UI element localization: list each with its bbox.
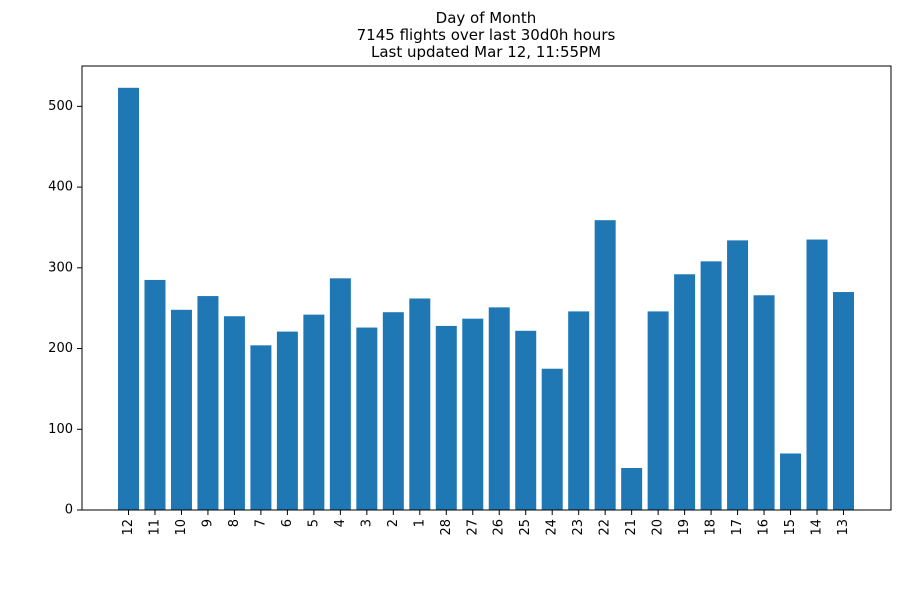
bar-day-11 <box>144 279 166 510</box>
x-axis: 12 11 10 9 8 7 6 5 4 3 2 1 28 27 26 25 24 23 22 21 20 19 18 17 1… <box>121 510 851 536</box>
x-tick-label: 10 <box>174 519 189 536</box>
bar-day-18 <box>700 261 722 510</box>
x-tick-label: 28 <box>439 519 454 536</box>
x-tick-label: 14 <box>810 519 825 536</box>
bar-day-9 <box>197 296 219 510</box>
bar-day-25 <box>515 330 537 510</box>
bar-day-2 <box>382 312 404 510</box>
bar-day-10 <box>170 309 192 510</box>
x-tick-label: 22 <box>598 519 613 536</box>
y-tick-label: 200 <box>48 341 73 356</box>
x-tick-label: 15 <box>783 519 798 536</box>
bar-day-13 <box>833 292 854 510</box>
x-tick-label: 3 <box>359 519 374 527</box>
bar-day-16 <box>753 295 775 510</box>
bar-day-20 <box>647 311 669 510</box>
x-tick-label: 13 <box>836 519 851 536</box>
bar-day-1 <box>409 298 431 510</box>
bar-day-28 <box>435 325 457 510</box>
x-tick-label: 8 <box>227 519 242 527</box>
bar-day-27 <box>462 318 484 510</box>
plot-frame <box>81 65 892 511</box>
y-tick-label: 500 <box>48 99 73 114</box>
x-tick-label: 19 <box>677 519 692 536</box>
x-tick-label: 6 <box>280 519 295 527</box>
bar-day-5 <box>303 314 325 510</box>
y-tick-label: 300 <box>48 260 73 275</box>
bar-day-17 <box>727 240 749 510</box>
bar-day-12 <box>118 87 139 511</box>
x-tick-label: 12 <box>121 519 136 536</box>
bar-day-8 <box>223 316 245 510</box>
bar-day-6 <box>276 331 298 510</box>
x-tick-label: 7 <box>253 519 268 527</box>
y-tick-label: 400 <box>48 180 73 195</box>
x-tick-label: 9 <box>200 519 215 527</box>
y-tick-label: 0 <box>65 503 73 518</box>
bar-day-24 <box>541 368 563 510</box>
bar-day-19 <box>674 274 696 510</box>
bar-day-23 <box>568 311 590 510</box>
x-tick-label: 23 <box>571 519 586 536</box>
x-tick-label: 27 <box>465 519 480 536</box>
bar-day-7 <box>250 345 272 510</box>
bar-day-26 <box>488 307 510 510</box>
y-axis: 0 100 200 300 400 500 <box>48 99 82 518</box>
bar-day-15 <box>780 453 802 510</box>
x-tick-label: 20 <box>651 519 666 536</box>
x-tick-label: 24 <box>545 519 560 536</box>
x-tick-label: 5 <box>306 519 321 527</box>
y-tick-label: 100 <box>48 422 73 437</box>
chart-title-line-1: Day of Month <box>436 9 537 27</box>
x-tick-label: 25 <box>518 519 533 536</box>
x-tick-label: 1 <box>412 519 427 527</box>
bar-day-21 <box>621 468 643 510</box>
x-tick-label: 17 <box>730 519 745 536</box>
chart-title-line-3: Last updated Mar 12, 11:55PM <box>371 43 601 61</box>
x-tick-label: 16 <box>757 519 772 536</box>
bar-day-4 <box>329 278 351 510</box>
x-tick-label: 26 <box>492 519 507 536</box>
x-tick-label: 2 <box>386 519 401 527</box>
chart-title-line-2: 7145 flights over last 30d0h hours <box>357 26 616 44</box>
bar-day-3 <box>356 327 378 510</box>
x-tick-label: 21 <box>624 519 639 536</box>
bars-group <box>118 87 854 511</box>
bar-day-22 <box>594 220 616 510</box>
x-tick-label: 4 <box>333 519 348 527</box>
bar-day-14 <box>806 239 828 510</box>
x-tick-label: 11 <box>147 519 162 536</box>
x-tick-label: 18 <box>704 519 719 536</box>
